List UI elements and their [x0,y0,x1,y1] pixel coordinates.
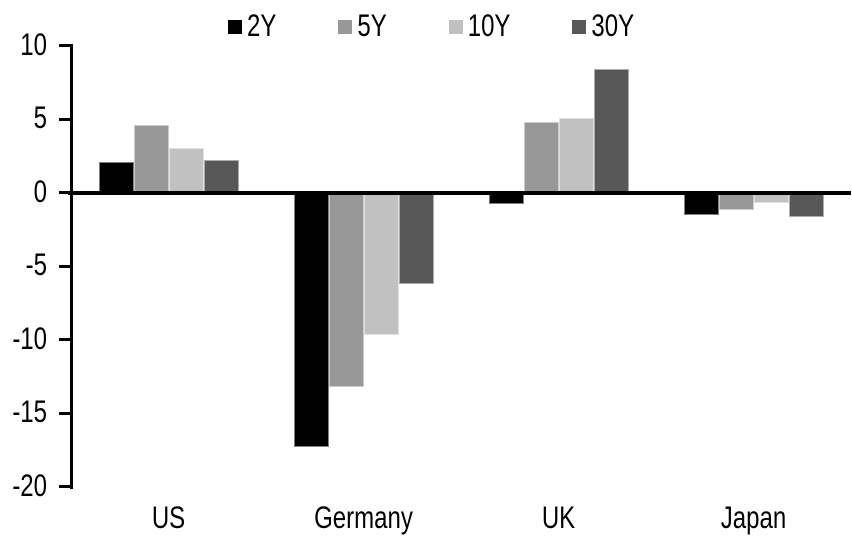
bar-germany-5y [328,192,364,387]
bar-us-10y [168,148,204,193]
bar-germany-10y [363,192,399,336]
y-axis-label: -10 [12,321,47,357]
legend-label: 30Y [591,8,635,45]
y-axis-label: -15 [12,394,47,431]
y-axis-label: -20 [12,468,47,504]
bar-japan-30y [788,192,824,218]
bar-germany-30y [398,192,434,284]
x-axis-label-japan: Japan [720,500,787,537]
y-axis-tick [59,485,70,488]
y-axis-label: 0 [33,174,47,210]
x-axis-label-germany: Germany [314,500,413,537]
y-axis-label: -5 [25,247,47,284]
y-axis-tick [59,264,70,268]
legend-label: 5Y [357,8,387,45]
legend-item-30y: 30Y [572,9,634,44]
y-axis-tick [59,191,70,194]
bar-us-30y [203,160,239,193]
legend-item-10y: 10Y [448,9,510,44]
bar-japan-2y [683,192,719,215]
y-axis-label: 10 [20,27,47,63]
y-axis-tick [59,338,70,341]
legend-label: 2Y [247,8,277,45]
bar-us-5y [133,124,169,193]
x-axis-label-us: US [151,500,186,537]
legend-swatch-icon [228,20,242,34]
legend-swatch-icon [338,20,353,34]
legend-swatch-icon [572,20,587,34]
bar-japan-5y [718,192,754,211]
bar-uk-30y [593,69,629,193]
bar-uk-10y [558,117,594,193]
y-axis-tick [59,411,70,415]
y-axis-tick [59,44,70,47]
chart-legend: 2Y 5Y 10Y 30Y [228,9,634,44]
y-axis-line [70,43,73,489]
bar-japan-10y [753,192,789,203]
legend-item-5y: 5Y [338,9,387,44]
bar-germany-2y [293,192,329,447]
zero-axis-line [68,190,851,195]
legend-label: 10Y [467,8,511,45]
y-axis-tick [59,117,70,121]
bar-uk-5y [523,121,559,193]
legend-item-2y: 2Y [228,9,276,44]
bar-us-2y [98,161,134,193]
x-axis-label-uk: UK [541,500,576,537]
y-axis-label: 5 [33,100,47,137]
legend-swatch-icon [448,20,463,34]
bar-uk-2y [488,192,524,205]
